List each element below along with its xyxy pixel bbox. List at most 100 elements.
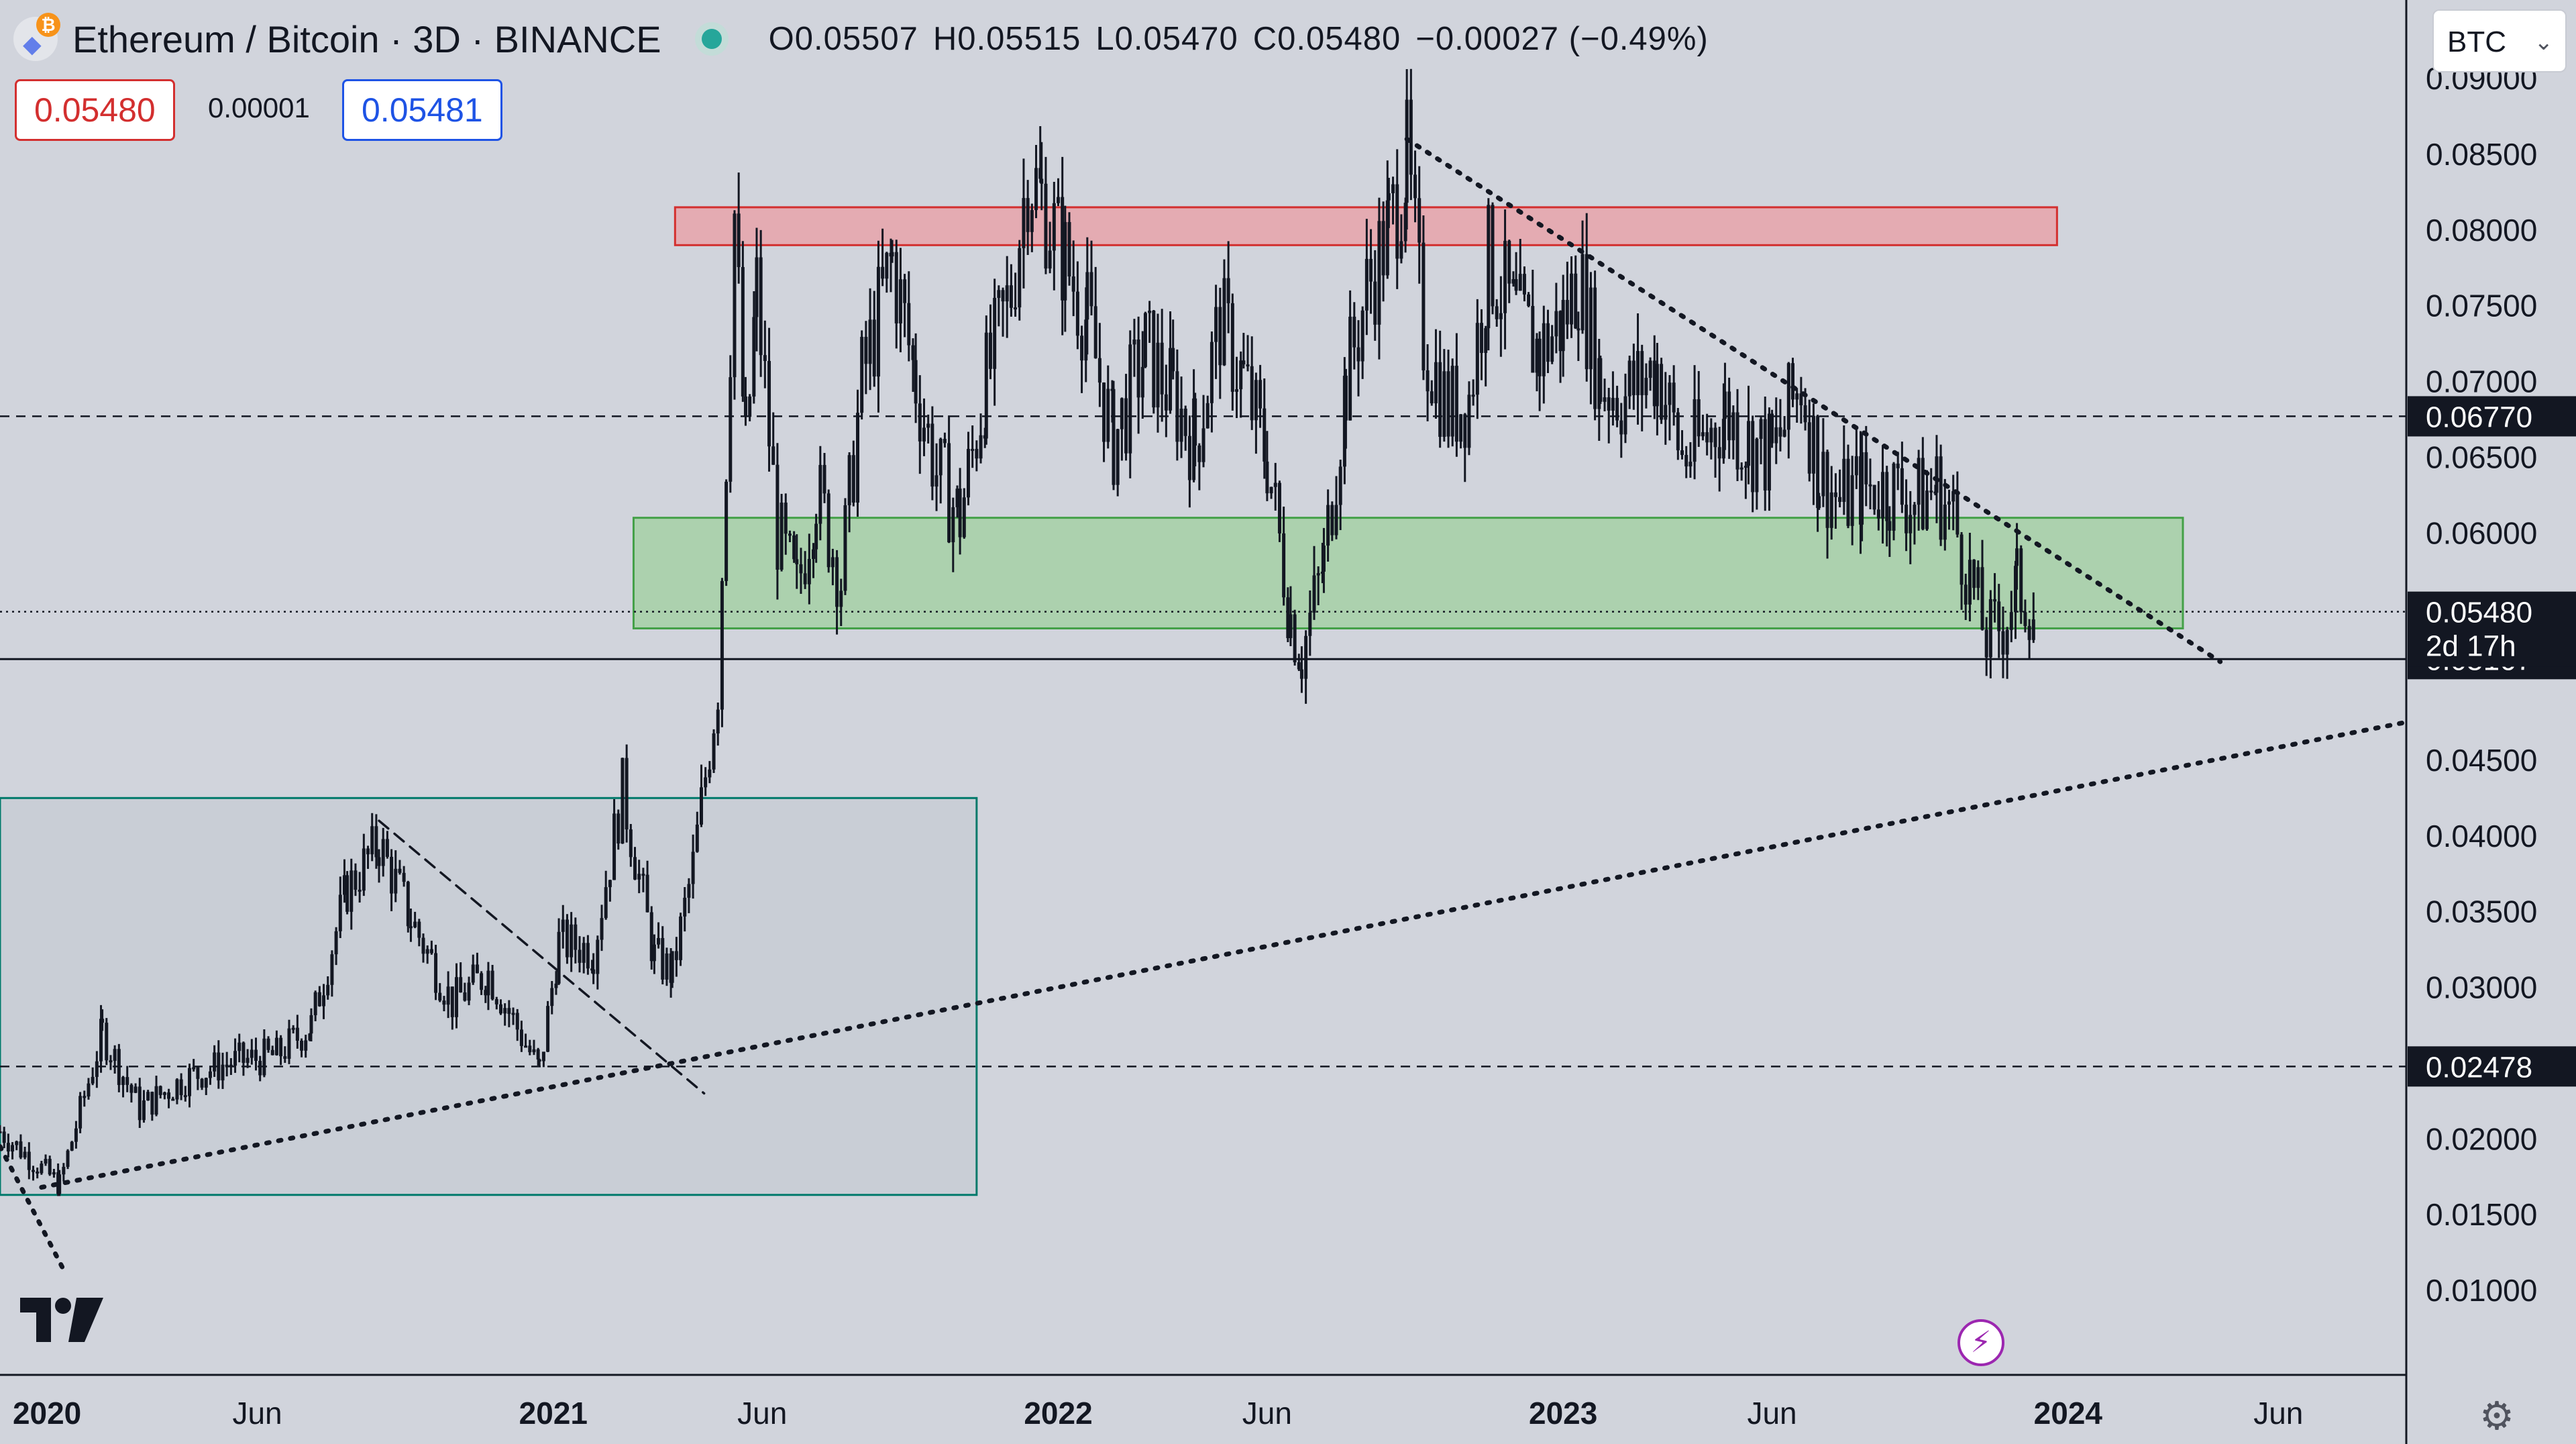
candle — [1503, 209, 1507, 350]
market-status-dot-icon[interactable] — [701, 29, 722, 49]
candle — [409, 909, 413, 942]
candle-body — [1755, 439, 1759, 493]
y-tick-label: 0.01500 — [2426, 1197, 2537, 1232]
candle-body — [1580, 254, 1585, 331]
tradingview-logo-icon[interactable] — [20, 1295, 107, 1349]
candle — [898, 248, 902, 352]
trend-line-2[interactable] — [39, 719, 2408, 1190]
candle — [799, 548, 803, 595]
candle-body — [1976, 567, 1980, 588]
currency-select[interactable]: BTC ⌄ — [2432, 9, 2567, 72]
candle-body — [612, 813, 616, 880]
zones-layer — [0, 206, 2184, 1196]
candle — [1821, 418, 1825, 507]
candle — [36, 1168, 40, 1179]
candle-body — [421, 937, 425, 954]
candle — [1684, 446, 1688, 478]
candle — [1518, 239, 1522, 291]
candle-body — [748, 396, 752, 417]
candle-body — [1939, 456, 1943, 540]
candle — [300, 1038, 304, 1058]
trend-line-1[interactable] — [1404, 136, 2223, 664]
trend-line-4[interactable] — [0, 1144, 69, 1278]
candle — [1322, 527, 1326, 593]
candle — [830, 548, 835, 586]
candle — [295, 1015, 299, 1049]
candle — [225, 1051, 229, 1077]
candle — [385, 831, 389, 859]
candle-body — [1235, 389, 1239, 392]
candle-body — [1917, 458, 1921, 505]
candle-body — [1246, 364, 1250, 367]
candle — [322, 984, 326, 1019]
candle-body — [175, 1079, 179, 1100]
candle-body — [188, 1068, 192, 1096]
candle — [1909, 491, 1913, 564]
gear-icon[interactable]: ⚙ — [2479, 1394, 2514, 1438]
symbol-title[interactable]: Ethereum / Bitcoin · 3D · BINANCE — [72, 17, 661, 60]
candle — [1825, 449, 1829, 559]
candle — [1112, 380, 1116, 491]
lightning-bolt-icon[interactable]: ⚡ — [1957, 1319, 2004, 1366]
candle — [254, 1037, 258, 1071]
candle-body — [1022, 198, 1026, 248]
candle — [755, 227, 759, 352]
candle — [1179, 376, 1183, 458]
candle — [1778, 399, 1782, 452]
candle-body — [1484, 328, 1488, 353]
candle — [704, 767, 708, 796]
candle-body — [1763, 419, 1767, 491]
candle — [679, 913, 683, 966]
candle — [674, 937, 678, 977]
candle-body — [803, 573, 807, 584]
candle — [1735, 389, 1739, 482]
candle-body — [988, 332, 992, 369]
trend-line-3[interactable] — [378, 819, 706, 1095]
candle — [1888, 506, 1892, 558]
candle — [146, 1090, 150, 1101]
candle — [350, 858, 354, 930]
sell-price-button[interactable]: 0.05480 — [15, 79, 175, 141]
candle — [835, 550, 839, 635]
candle — [1759, 417, 1763, 464]
candle — [402, 866, 406, 887]
price-tag-0.06770 — [2408, 396, 2576, 437]
candle — [1089, 240, 1093, 316]
buy-price-button[interactable]: 0.05481 — [342, 79, 502, 141]
candle — [450, 986, 454, 1030]
candle — [117, 1043, 121, 1092]
low-label: L — [1095, 21, 1115, 57]
x-tick-label: Jun — [1747, 1396, 1796, 1431]
candle-body — [818, 464, 822, 524]
candle-body — [480, 973, 484, 990]
candle-body — [385, 839, 389, 857]
candle-body — [490, 970, 494, 1000]
candle — [1373, 250, 1377, 341]
candle-body — [154, 1086, 158, 1115]
candle — [40, 1161, 44, 1175]
candle-body — [1136, 340, 1140, 398]
candle — [979, 413, 983, 464]
candle-body — [554, 983, 558, 988]
candle — [812, 543, 816, 578]
chevron-down-icon: ⌄ — [2534, 30, 2554, 55]
y-tick-label: 0.08000 — [2426, 213, 2537, 248]
candle-body — [44, 1159, 48, 1164]
candle-body — [322, 995, 326, 1007]
candle-body — [1655, 364, 1659, 407]
candle-body — [1570, 273, 1574, 325]
candle — [1097, 323, 1102, 407]
candle — [807, 533, 811, 605]
candle-body — [565, 919, 569, 958]
candle — [413, 911, 417, 929]
candle — [1603, 378, 1607, 412]
candle — [1057, 178, 1061, 207]
candle-body — [1735, 412, 1739, 470]
candle-body — [1344, 375, 1348, 421]
support-zone[interactable] — [632, 517, 2184, 629]
candle-body — [1960, 534, 1964, 585]
candle-body — [943, 439, 947, 444]
candle — [1739, 462, 1743, 481]
candle — [890, 240, 894, 263]
